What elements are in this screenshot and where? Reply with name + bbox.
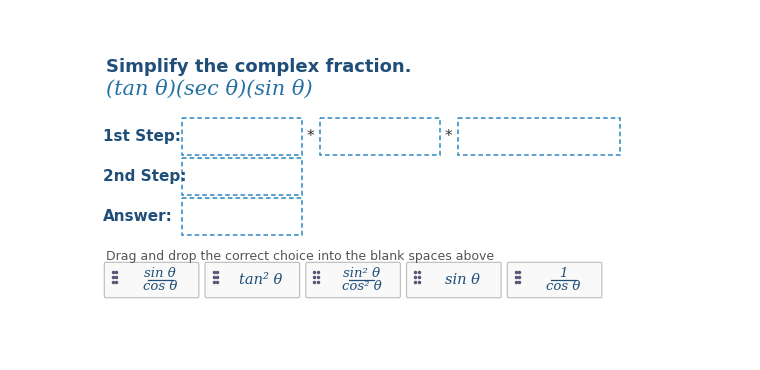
Text: sin θ: sin θ [144,268,176,280]
FancyBboxPatch shape [508,262,602,298]
Text: cos θ: cos θ [546,280,581,293]
Bar [320,118,440,155]
Bar [182,198,302,235]
Text: Simplify the complex fraction.: Simplify the complex fraction. [106,58,411,76]
FancyBboxPatch shape [306,262,401,298]
Text: 1: 1 [559,268,567,280]
Text: cos² θ: cos² θ [342,280,382,293]
FancyBboxPatch shape [205,262,299,298]
Text: *: * [306,128,315,144]
Bar [458,118,620,155]
FancyBboxPatch shape [407,262,501,298]
Text: cos θ: cos θ [143,280,177,293]
Text: tan² θ: tan² θ [239,273,283,287]
Text: 2nd Step:: 2nd Step: [103,169,186,184]
Text: Answer:: Answer: [103,209,173,223]
Text: 1st Step:: 1st Step: [103,128,181,144]
Text: *: * [445,128,452,144]
Text: sin θ: sin θ [445,273,480,287]
Text: (tan θ)(sec θ)(sin θ): (tan θ)(sec θ)(sin θ) [106,80,312,99]
Text: Drag and drop the correct choice into the blank spaces above: Drag and drop the correct choice into th… [106,250,494,263]
Bar [182,158,302,195]
Bar [182,118,302,155]
FancyBboxPatch shape [104,262,199,298]
Text: sin² θ: sin² θ [343,268,380,280]
